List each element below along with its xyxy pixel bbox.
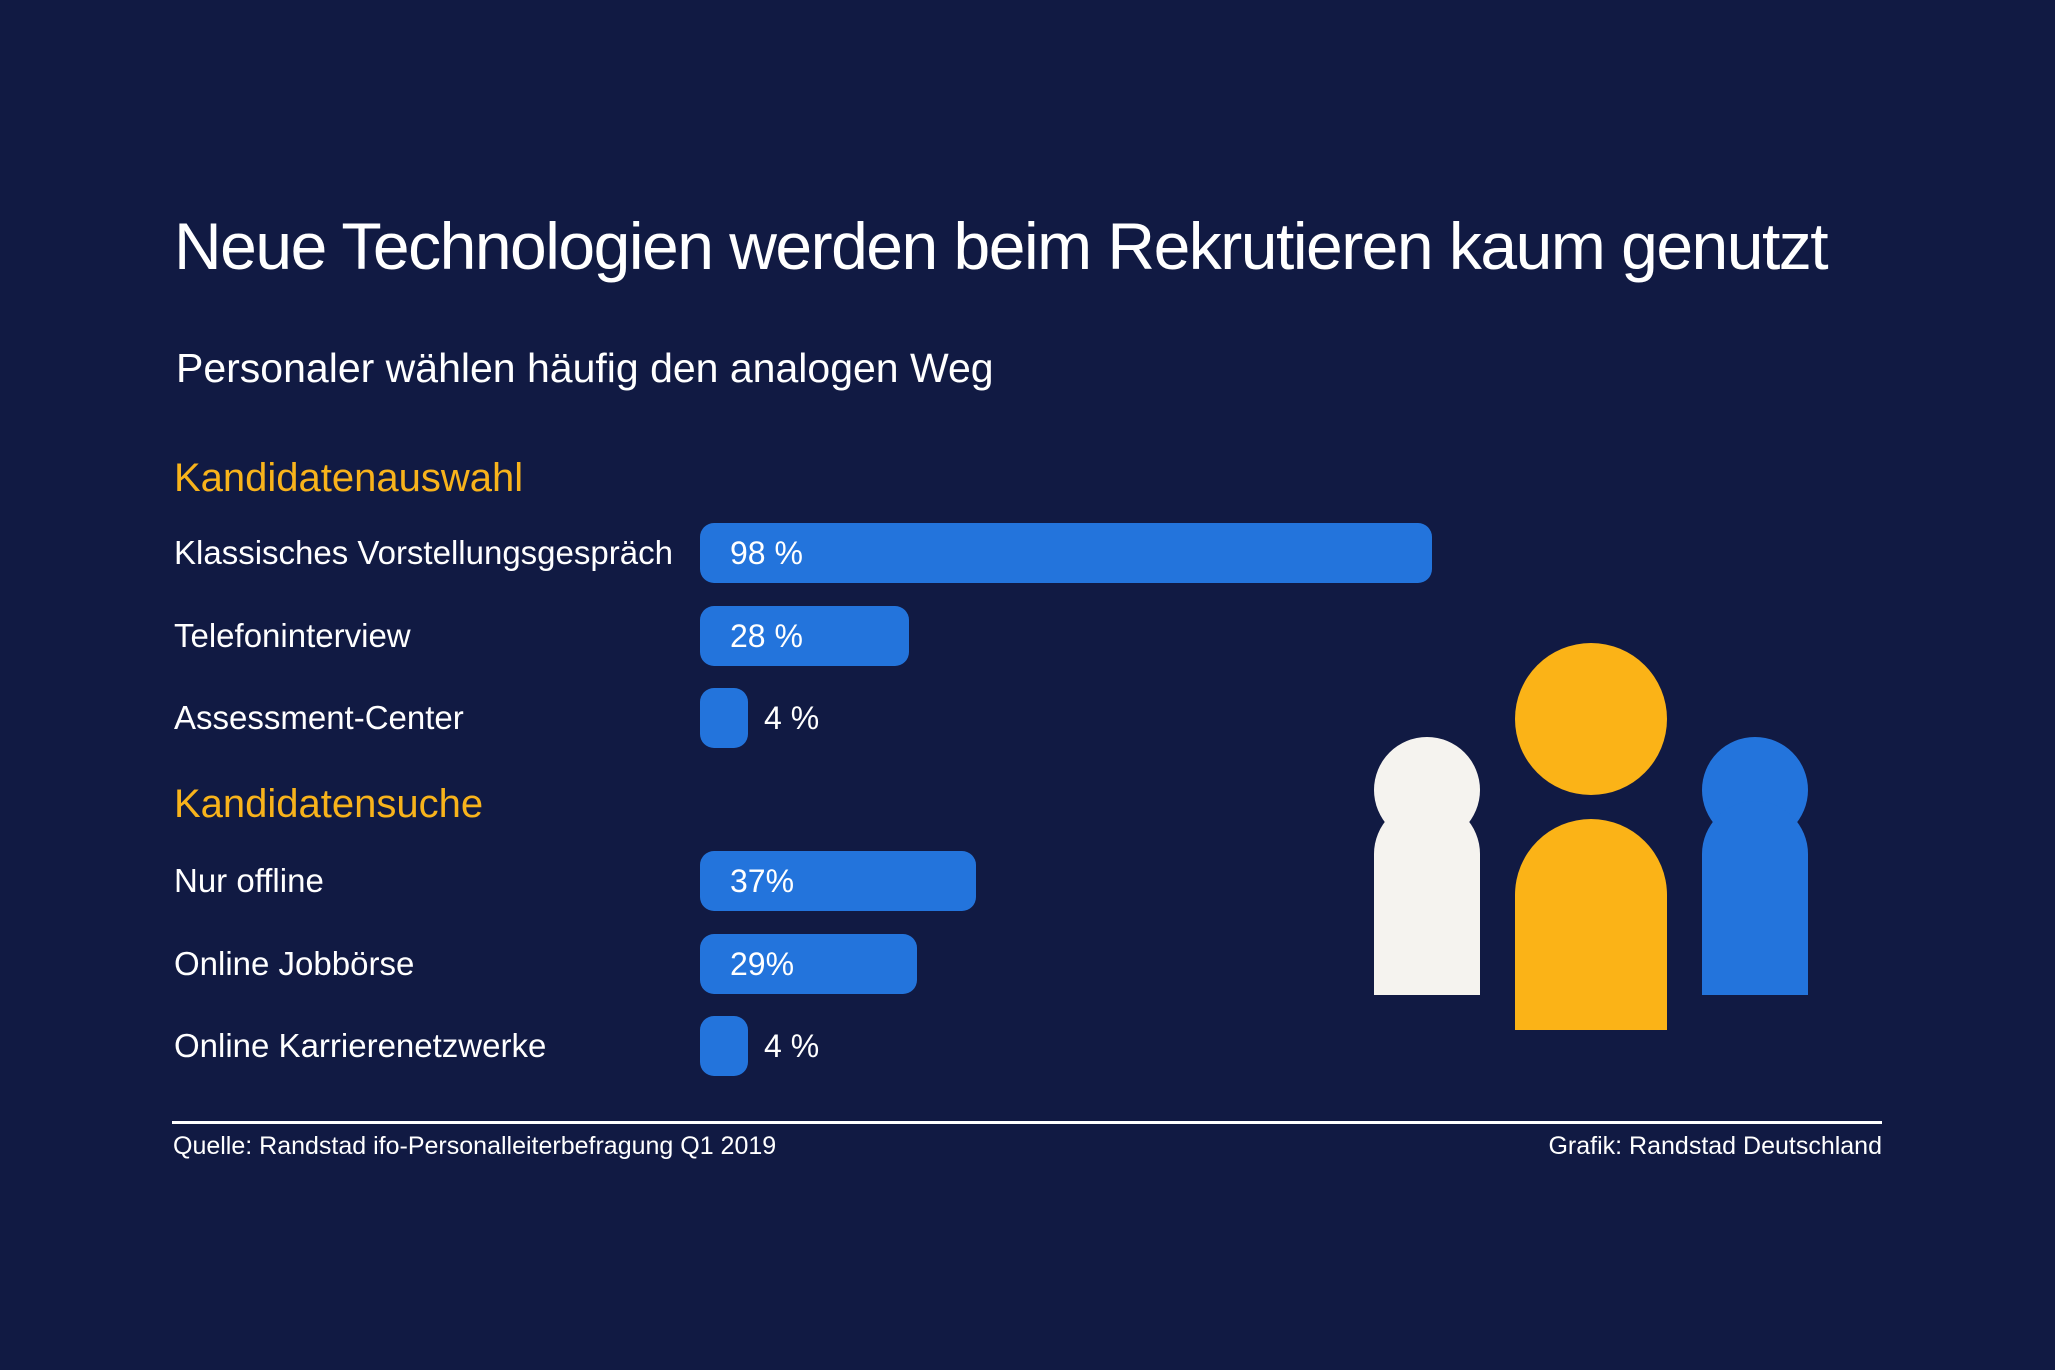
bar-value-label: 98 % [730, 535, 803, 571]
bar-label: Telefoninterview [174, 617, 411, 654]
group-title: Kandidatenauswahl [174, 456, 524, 500]
bar [700, 688, 748, 748]
bar-label: Online Jobbörse [174, 945, 415, 982]
chart-title: Neue Technologien werden beim Rekrutiere… [174, 209, 1829, 283]
bar [700, 851, 977, 911]
person-blue-icon [1702, 737, 1808, 995]
person-white-icon [1374, 737, 1480, 995]
bar-label: Assessment-Center [174, 699, 464, 736]
source-note: Quelle: Randstad ifo-Personalleiterbefra… [173, 1132, 777, 1160]
people-illustration [1374, 643, 1808, 1030]
credit-note: Grafik: Randstad Deutschland [1548, 1132, 1882, 1160]
people-group-icon [1370, 640, 1830, 1035]
bar [700, 934, 917, 994]
footer-divider [172, 1121, 1882, 1124]
bar-value-label: 29% [730, 946, 795, 982]
bar-label: Online Karrierenetzwerke [174, 1027, 547, 1064]
bar-label: Nur offline [174, 862, 324, 899]
bar [700, 1016, 748, 1076]
bar-value-label: 4 % [764, 700, 820, 736]
bar-value-label: 28 % [730, 618, 803, 654]
bar-value-label: 37% [730, 863, 795, 899]
person-yellow-icon [1515, 643, 1667, 1030]
bar-value-label: 4 % [764, 1028, 820, 1064]
bar-label: Klassisches Vorstellungsgespräch [174, 534, 673, 571]
bar [700, 606, 910, 666]
bar [700, 523, 1433, 583]
group-title: Kandidatensuche [174, 782, 484, 826]
chart-subtitle: Personaler wählen häufig den analogen We… [176, 345, 994, 391]
